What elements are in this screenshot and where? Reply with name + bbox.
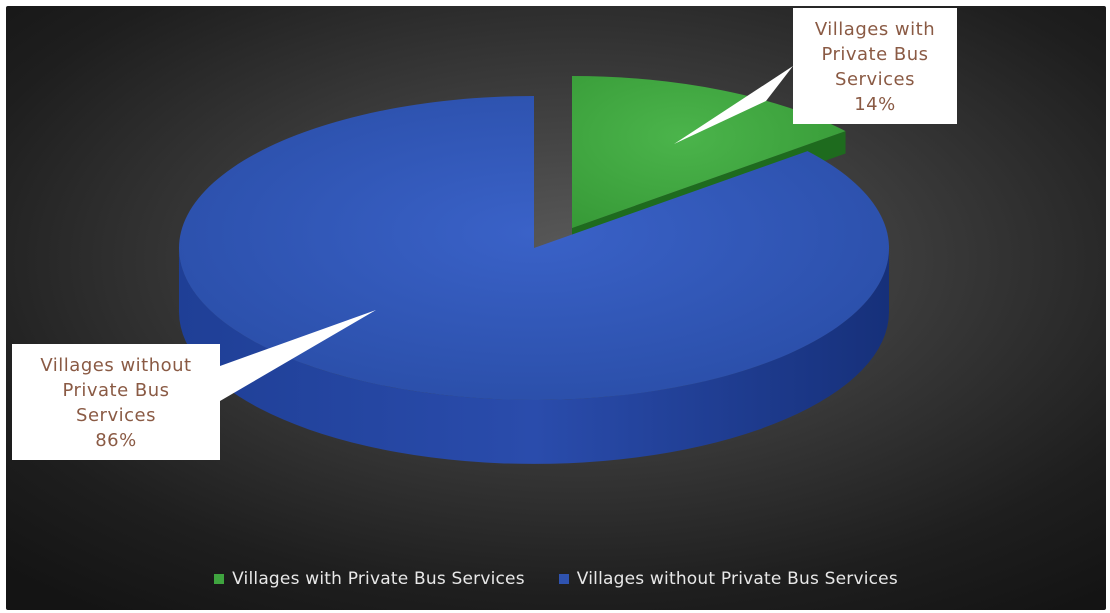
legend-label-with: Villages with Private Bus Services [232, 569, 525, 589]
slice-side-without [179, 248, 889, 464]
data-label-without: Villages without Private Bus Services 86% [12, 310, 376, 460]
callout-line-without-2: Services [76, 405, 156, 426]
callout-line-without-0: Villages without [40, 355, 191, 376]
pie-tops [179, 76, 890, 400]
legend: Villages with Private Bus Services Villa… [6, 569, 1106, 589]
callout-line-with-0: Villages with [815, 19, 935, 40]
legend-label-without: Villages without Private Bus Services [576, 569, 898, 589]
data-label-with: Villages with Private Bus Services 14% [674, 8, 957, 144]
legend-item-with: Villages with Private Bus Services [214, 569, 525, 589]
legend-swatch-with [214, 574, 225, 584]
callout-line-with-1: Private Bus [821, 44, 928, 65]
callout-pointer-with [674, 66, 793, 144]
callout-line-without-1: Private Bus [62, 380, 169, 401]
chart-area: Villages with Private Bus Services 14% Villa… [6, 6, 1106, 610]
callout-line-with-3: 14% [854, 94, 896, 115]
callout-pointer-without [220, 310, 376, 401]
slice-with [572, 76, 846, 228]
legend-item-without: Villages without Private Bus Services [558, 569, 898, 589]
legend-swatch-without [558, 574, 569, 584]
slice-without [179, 96, 890, 400]
callout-box-without [12, 344, 220, 460]
callout-box-with [793, 8, 957, 124]
callout-line-without-3: 86% [95, 430, 137, 451]
callout-line-with-2: Services [835, 69, 915, 90]
